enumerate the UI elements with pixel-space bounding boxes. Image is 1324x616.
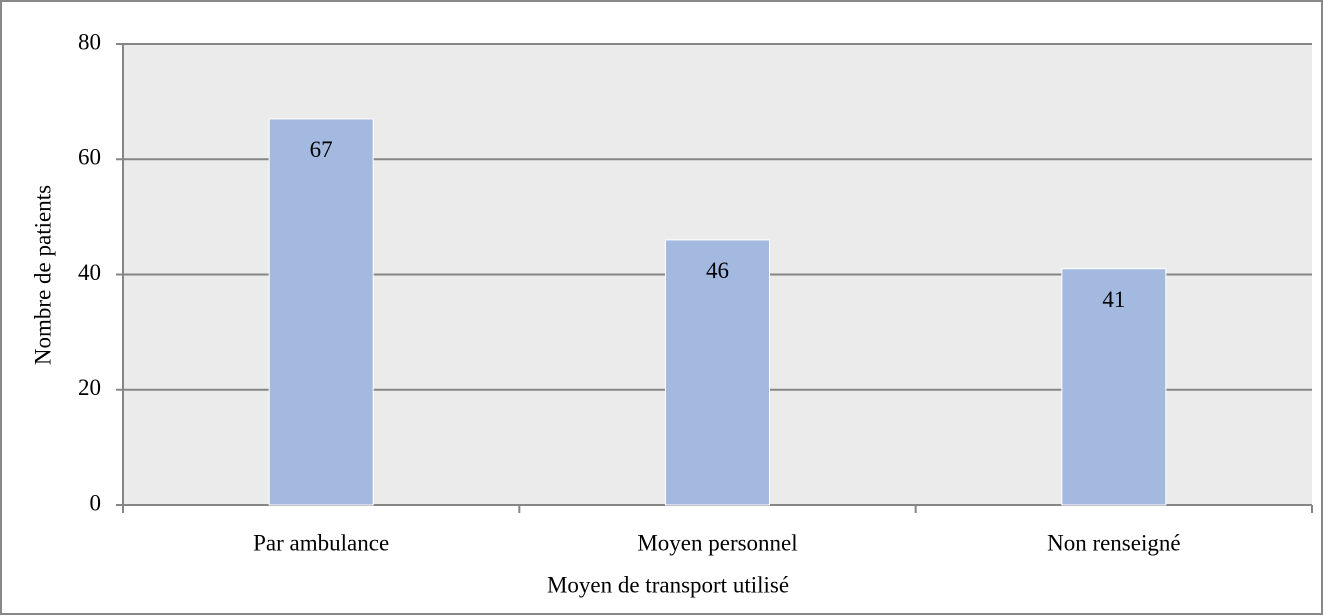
- x-tick-label: Moyen personnel: [637, 530, 797, 555]
- x-tick-label: Non renseigné: [1047, 530, 1181, 555]
- y-tick-label: 0: [90, 490, 102, 515]
- bar: [665, 239, 770, 506]
- data-label: 46: [706, 258, 729, 283]
- y-tick-label: 60: [78, 145, 101, 170]
- x-axis-title: Moyen de transport utilisé: [547, 572, 789, 597]
- x-tick-label: Par ambulance: [253, 530, 389, 555]
- data-label: 67: [310, 137, 333, 162]
- data-label: 41: [1102, 287, 1125, 312]
- bar: [1061, 268, 1167, 506]
- bar: [268, 118, 374, 506]
- y-tick-label: 80: [78, 29, 101, 54]
- y-tick-label: 40: [78, 260, 101, 285]
- y-tick-label: 20: [78, 375, 101, 400]
- y-axis-title: Nombre de patients: [30, 185, 55, 365]
